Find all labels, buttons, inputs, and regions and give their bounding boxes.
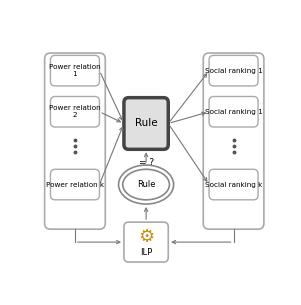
Text: Power relation
1: Power relation 1 (49, 64, 101, 77)
Text: Social ranking 1: Social ranking 1 (205, 109, 262, 115)
Text: Rule: Rule (135, 119, 157, 128)
FancyBboxPatch shape (45, 53, 105, 229)
FancyBboxPatch shape (51, 96, 99, 127)
FancyBboxPatch shape (124, 222, 168, 262)
FancyBboxPatch shape (209, 169, 258, 200)
FancyBboxPatch shape (51, 169, 99, 200)
Text: Power relation
2: Power relation 2 (49, 105, 101, 118)
Text: ⚙: ⚙ (138, 228, 154, 246)
Text: ILP: ILP (140, 248, 152, 257)
Text: = ?: = ? (138, 158, 154, 167)
Text: Power relation k: Power relation k (46, 181, 104, 188)
FancyBboxPatch shape (209, 96, 258, 127)
Ellipse shape (123, 169, 169, 200)
FancyBboxPatch shape (124, 98, 168, 149)
Text: Social ranking k: Social ranking k (205, 181, 262, 188)
FancyBboxPatch shape (203, 53, 264, 229)
Text: Rule: Rule (137, 180, 155, 189)
FancyBboxPatch shape (209, 56, 258, 86)
FancyBboxPatch shape (51, 56, 99, 86)
Text: Social ranking 1: Social ranking 1 (205, 68, 262, 74)
